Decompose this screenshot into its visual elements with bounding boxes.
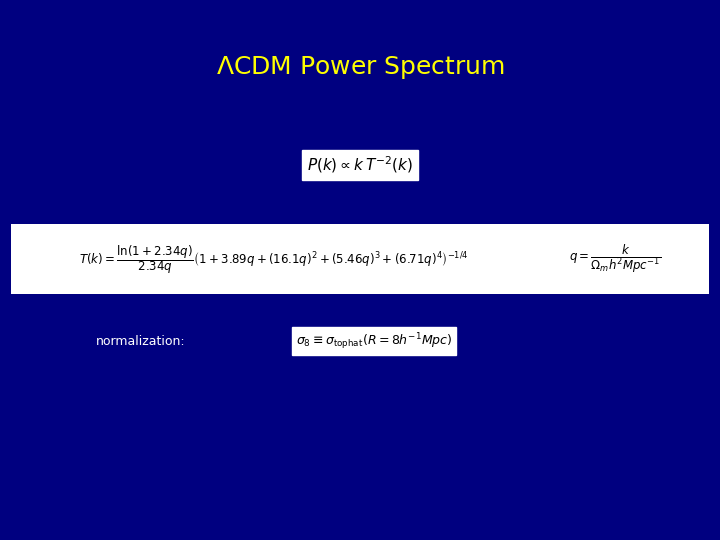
Text: normalization:: normalization: bbox=[96, 335, 185, 348]
Text: $\sigma_{8} \equiv \sigma_{\mathrm{tophat}}(R = 8h^{-1}Mpc)$: $\sigma_{8} \equiv \sigma_{\mathrm{topha… bbox=[296, 331, 453, 352]
Text: $q = \dfrac{k}{\Omega_{m}h^{2}Mpc^{-1}}$: $q = \dfrac{k}{\Omega_{m}h^{2}Mpc^{-1}}$ bbox=[570, 243, 662, 275]
FancyBboxPatch shape bbox=[11, 224, 709, 294]
Text: $\Lambda$CDM Power Spectrum: $\Lambda$CDM Power Spectrum bbox=[215, 54, 505, 81]
Text: $T(k) = \dfrac{\ln(1+2.34q)}{2.34q}\left(1+3.89q+(16.1q)^{2}+(5.46q)^{3}+(6.71q): $T(k) = \dfrac{\ln(1+2.34q)}{2.34q}\left… bbox=[78, 243, 469, 275]
Text: $P(k) \propto k\,T^{-2}(k)$: $P(k) \propto k\,T^{-2}(k)$ bbox=[307, 154, 413, 175]
